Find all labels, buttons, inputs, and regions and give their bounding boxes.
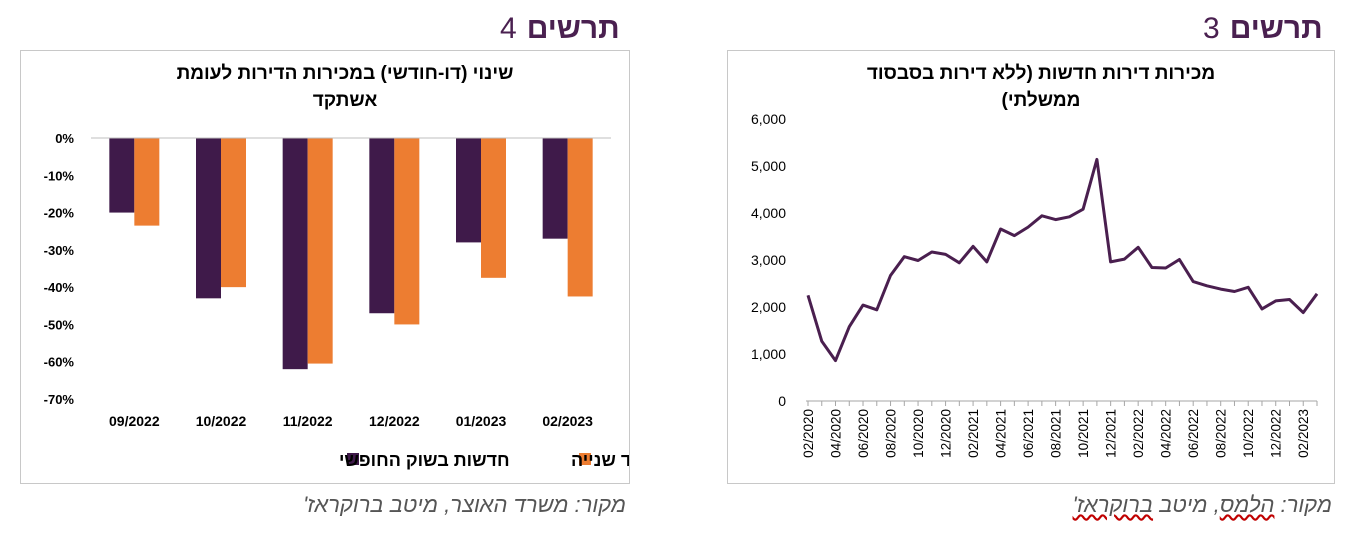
bar-chart-y-tick-label: -20% (44, 206, 75, 221)
bar-second-hand (567, 138, 593, 297)
right-source-underlined-2: ברוקראז' (1072, 492, 1154, 517)
left-figure-source: מקור: משרד האוצר, מיטב ברוקראז' (303, 492, 626, 517)
bar-chart-x-tick-label: 01/2023 (456, 413, 507, 429)
bar-chart-y-tick-label: -10% (44, 168, 75, 183)
line-chart-y-tick-label: 0 (778, 393, 786, 409)
line-chart-x-tick-label: 02/2022 (1131, 409, 1146, 458)
line-chart-title-line-1: מכירות דירות חדשות (ללא דירות בסבסוד (867, 63, 1215, 84)
bar-chart-y-tick-label: -40% (44, 280, 75, 295)
bar-chart-title-line-2: אשתקד (313, 90, 378, 111)
right-source-underlined-1: הלמס (1219, 492, 1275, 517)
bar-new-free-market (369, 138, 395, 314)
bar-chart-x-tick-label: 11/2022 (283, 413, 333, 429)
line-chart-x-tick-label: 12/2021 (1104, 409, 1119, 458)
bar-new-free-market (196, 138, 221, 299)
line-chart-y-tick-label: 1,000 (751, 346, 786, 362)
legend-label-new-free-market: חדשות בשוק החופשי (339, 450, 510, 470)
line-chart-x-tick-label: 08/2022 (1214, 409, 1229, 458)
bar-second-hand (221, 138, 246, 288)
bar-new-free-market (282, 138, 308, 370)
line-chart-x-tick-label: 06/2020 (856, 409, 871, 458)
right-figure-heading-word: תרשים (1229, 12, 1323, 45)
bar-second-hand (307, 138, 333, 364)
line-chart-x-tick-label: 02/2021 (966, 409, 981, 458)
bar-chart: שינוי (דו-חודשי) במכירות הדירות לעומת אשת… (44, 63, 637, 470)
line-chart-y-tick-label: 4,000 (751, 205, 786, 221)
left-figure-heading: תרשים 4 (500, 12, 620, 46)
line-chart-y-tick-label: 2,000 (751, 299, 786, 315)
right-source-prefix: מקור: (1274, 492, 1332, 517)
legend-label-second-hand: יד שנייה (571, 450, 629, 470)
line-chart-x-tick-label: 06/2021 (1021, 409, 1036, 458)
line-chart-x-tick-label: 04/2020 (829, 409, 844, 458)
bar-chart-title-line-1: שינוי (דו-חודשי) במכירות הדירות לעומת (177, 63, 514, 84)
bar-chart-y-tick-label: 0% (55, 131, 74, 146)
bar-chart-x-tick-label: 02/2023 (542, 413, 593, 429)
line-chart-x-tick-label: 08/2020 (884, 409, 899, 458)
bar-chart-y-tick-label: -50% (44, 317, 75, 332)
right-source-middle: , מיטב (1153, 492, 1220, 517)
bar-second-hand (394, 138, 420, 325)
bar-chart-x-tick-label: 10/2022 (196, 413, 247, 429)
bar-chart-panel: שינוי (דו-חודשי) במכירות הדירות לעומת אשת… (20, 50, 637, 484)
right-figure-heading: תרשים 3 (1203, 12, 1323, 46)
line-chart-y-tick-label: 3,000 (751, 252, 786, 268)
legend-swatch-new-free-market (347, 453, 359, 465)
line-chart-x-tick-label: 02/2020 (801, 409, 816, 458)
line-chart-x-tick-label: 12/2020 (939, 409, 954, 458)
bar-chart-x-tick-label: 09/2022 (109, 413, 160, 429)
line-chart-x-tick-label: 10/2021 (1076, 409, 1091, 458)
line-chart-x-tick-label: 04/2022 (1159, 409, 1174, 458)
line-chart-x-tick-label: 12/2022 (1269, 409, 1284, 458)
bar-second-hand (481, 138, 506, 278)
bar-new-free-market (456, 138, 481, 243)
line-chart-x-tick-label: 10/2022 (1241, 409, 1256, 458)
line-chart-x-tick-label: 02/2023 (1296, 409, 1311, 458)
line-chart-title-line-2: ממשלתי) (1002, 90, 1081, 111)
left-figure-heading-number: 4 (500, 12, 517, 45)
bar-chart-y-tick-label: -60% (44, 355, 75, 370)
line-chart-x-tick-label: 06/2022 (1186, 409, 1201, 458)
bar-chart-y-tick-label: -70% (44, 392, 75, 407)
line-chart-y-tick-label: 6,000 (751, 111, 786, 127)
line-chart-series-line (806, 157, 1319, 363)
right-figure-source: מקור: הלמס, מיטב ברוקראז' (1073, 492, 1332, 518)
bar-chart-x-tick-label: 12/2022 (369, 413, 420, 429)
line-chart-y-tick-label: 5,000 (751, 158, 786, 174)
bar-chart-y-tick-label: -30% (44, 243, 75, 258)
line-chart-x-tick-label: 04/2021 (994, 409, 1009, 458)
right-figure-heading-number: 3 (1203, 12, 1220, 45)
bar-new-free-market (109, 138, 135, 213)
bar-new-free-market (542, 138, 568, 239)
bar-second-hand (134, 138, 160, 226)
left-figure-heading-word: תרשים (526, 12, 620, 45)
legend-swatch-second-hand (579, 453, 591, 465)
line-chart-panel: מכירות דירות חדשות (ללא דירות בסבסוד ממשל… (727, 50, 1335, 484)
line-chart: מכירות דירות חדשות (ללא דירות בסבסוד ממשל… (751, 63, 1319, 458)
line-chart-x-tick-label: 10/2020 (911, 409, 926, 458)
line-chart-x-tick-label: 08/2021 (1049, 409, 1064, 458)
